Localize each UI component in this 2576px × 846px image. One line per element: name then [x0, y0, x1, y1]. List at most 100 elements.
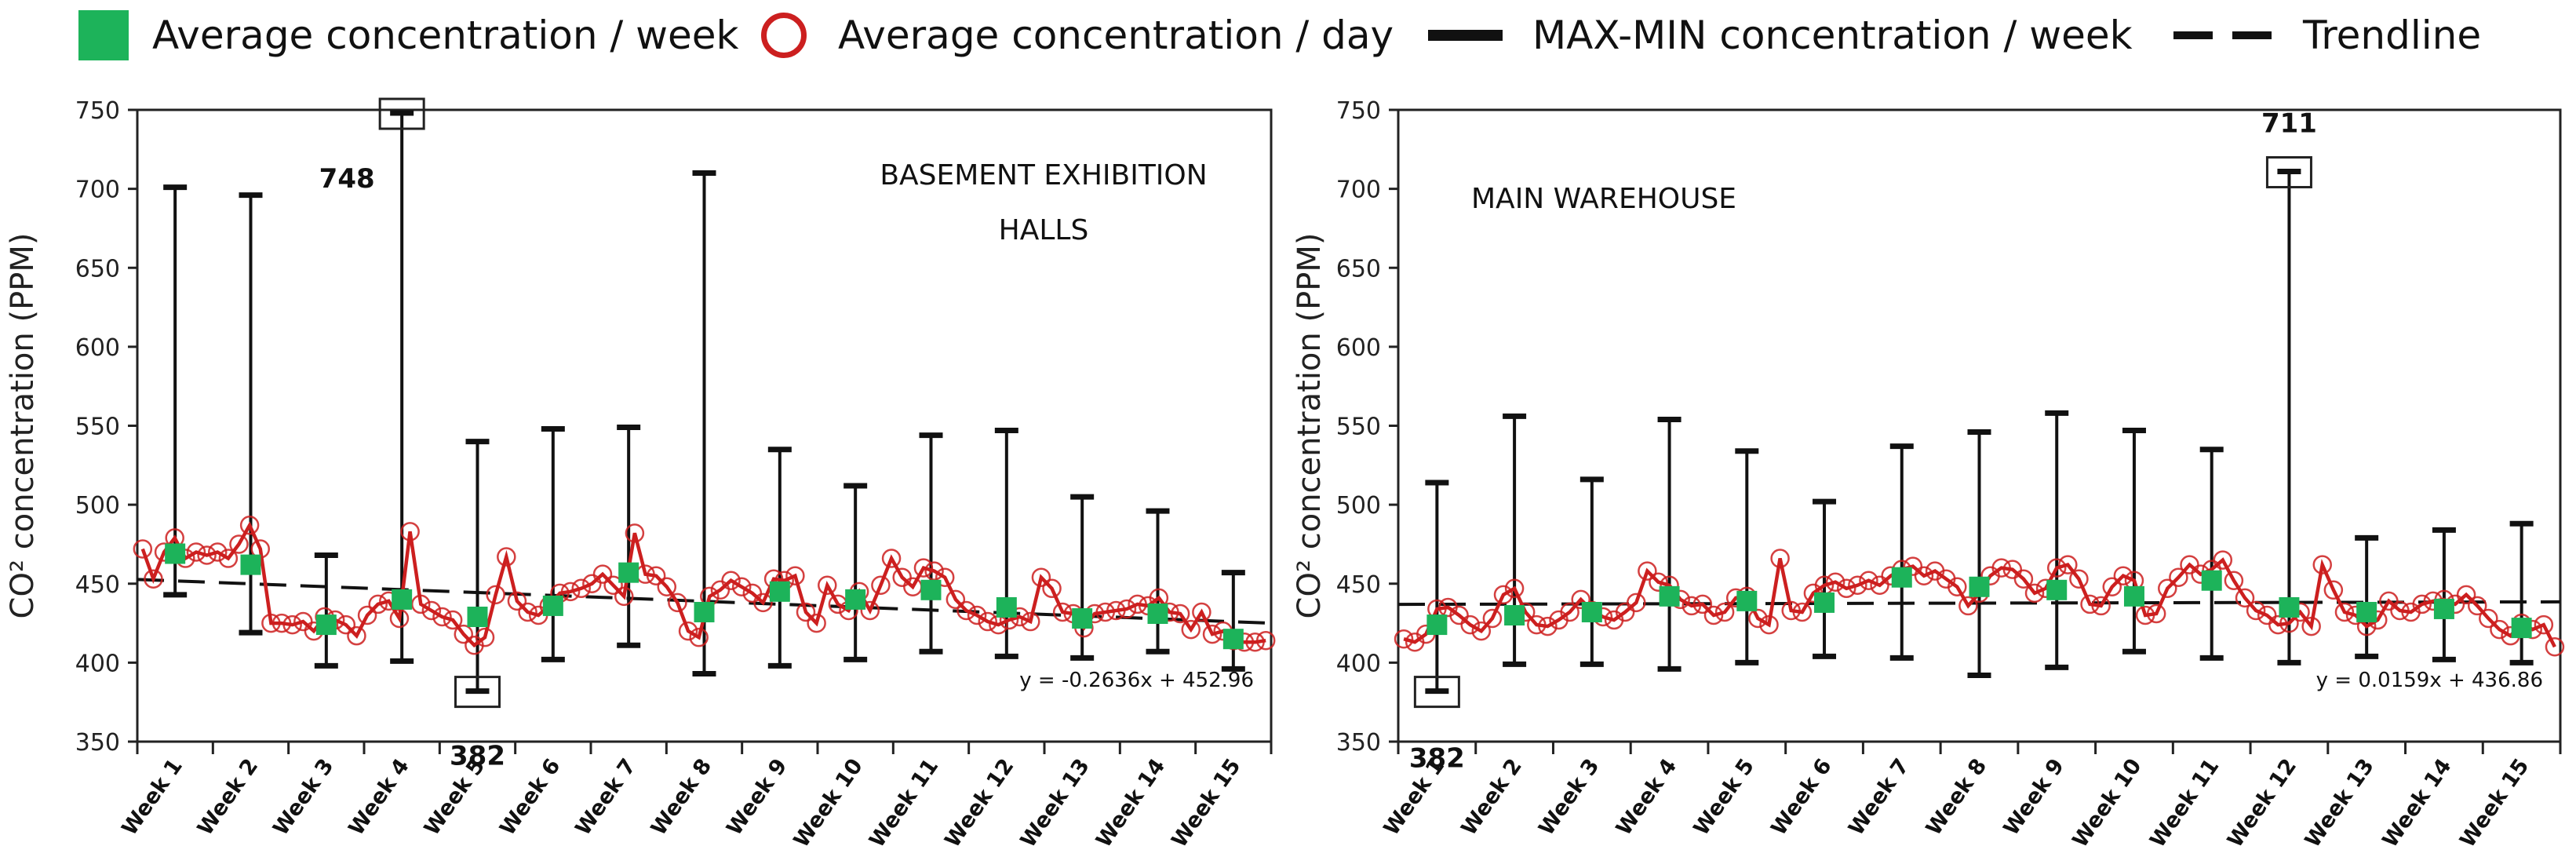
c1-annotation-max: 711	[2261, 108, 2317, 139]
c0-weekly-avg-marker	[392, 589, 413, 610]
c0-x-tick-label: Week 1	[117, 754, 187, 840]
c0-daily-avg-point	[967, 605, 987, 625]
c1-weekly-avg-marker	[2356, 601, 2377, 622]
c0-x-tick-label: Week 14	[1091, 754, 1170, 846]
c0-daily-avg-point	[1192, 602, 1211, 622]
c1-daily-avg-point	[2456, 585, 2476, 605]
c0-x-tick-label: Week 11	[865, 754, 943, 846]
green-square-icon	[78, 10, 129, 60]
c1-weekly-avg-marker	[1969, 576, 1990, 597]
c0-annotation-max: 748	[319, 163, 375, 195]
c0-daily-avg-point	[1052, 602, 1073, 622]
c0-y-tick-label: 450	[75, 571, 120, 599]
c0-daily-avg-point	[560, 582, 581, 602]
c1-weekly-avg-marker	[2433, 598, 2454, 619]
c1-daily-avg-point	[2002, 560, 2023, 579]
c0-daily-avg-point	[710, 580, 731, 600]
c0-daily-avg-point	[144, 569, 163, 589]
c1-annotation-box	[1413, 676, 1460, 709]
c1-daily-avg-point	[2102, 577, 2122, 597]
c0-daily-avg-point	[1245, 632, 1265, 652]
c0-daily-avg-point	[239, 516, 260, 535]
c0-weekly-avg-marker	[694, 601, 715, 622]
c1-daily-avg-point	[2180, 555, 2199, 574]
c0-daily-avg-point	[646, 566, 666, 585]
c0-y-tick-label: 350	[75, 729, 120, 757]
c1-daily-avg-point	[2224, 571, 2244, 590]
dashed-line-icon	[2173, 31, 2272, 39]
c1-daily-avg-point	[1914, 566, 1934, 585]
c0-chart-title-line: BASEMENT EXHIBITION	[880, 159, 1207, 191]
c1-daily-avg-point	[2467, 596, 2487, 616]
c0-weekly-avg-marker	[542, 595, 563, 616]
c0-daily-avg-point	[1106, 600, 1126, 621]
c0-daily-avg-point	[924, 561, 944, 581]
c1-weekly-avg-marker	[2201, 570, 2222, 591]
c1-weekly-avg-marker	[1891, 567, 1912, 588]
c0-daily-avg-point	[133, 539, 153, 559]
c0-y-tick-label: 500	[75, 492, 120, 520]
legend-item-day-avg: Average concentration / day	[761, 8, 1394, 63]
c1-daily-avg-point	[2268, 614, 2288, 635]
c0-daily-avg-point	[271, 613, 292, 633]
c0-daily-avg-point	[1128, 594, 1147, 614]
c0-y-tick-label: 600	[75, 334, 120, 362]
c1-x-tick-label: Week 4	[1612, 754, 1682, 840]
c1-weekly-avg-marker	[1659, 585, 1680, 607]
c1-daily-avg-point	[1792, 602, 1813, 622]
c1-x-tick-label: Week 7	[1844, 754, 1914, 840]
c1-daily-avg-point	[2135, 605, 2155, 625]
c1-y-tick-label: 500	[1336, 492, 1381, 520]
c0-daily-avg-point	[421, 600, 442, 621]
c1-daily-avg-point	[2158, 578, 2177, 599]
c0-x-tick-label: Week 3	[268, 754, 338, 840]
c0-x-tick-label: Week 7	[570, 754, 640, 840]
c1-daily-avg-point	[1482, 608, 1503, 629]
c0-daily-avg-point	[571, 578, 591, 599]
c1-y-tick-label: 550	[1336, 414, 1381, 441]
c0-y-tick-label: 550	[75, 414, 120, 441]
c1-daily-avg-point	[1903, 556, 1923, 576]
c1-daily-avg-point	[2534, 614, 2554, 635]
c1-trend-equation: y = 0.0159x + 436.86	[2316, 669, 2543, 692]
c0-daily-avg-point	[657, 577, 677, 597]
c1-weekly-avg-marker	[2511, 618, 2532, 639]
c0-x-tick-label: Week 8	[647, 754, 716, 840]
c1-daily-avg-point	[2312, 555, 2332, 574]
c1-weekly-avg-marker	[2123, 585, 2144, 607]
c0-daily-avg-point	[197, 545, 217, 565]
c0-annotation-box	[378, 97, 425, 130]
c1-daily-avg-point	[2390, 600, 2410, 621]
c1-daily-avg-point	[1538, 616, 1558, 636]
c1-chart-title-line: MAIN WAREHOUSE	[1471, 183, 1736, 215]
c1-daily-avg-point	[1870, 575, 1889, 596]
c1-daily-avg-point	[2246, 600, 2266, 621]
c1-daily-avg-point	[1859, 571, 1878, 590]
c0-daily-avg-point	[218, 549, 239, 568]
c0-weekly-avg-marker	[920, 579, 942, 600]
c1-daily-avg-point	[1460, 614, 1480, 635]
c1-y-tick-label: 450	[1336, 571, 1381, 599]
c1-weekly-avg-marker	[1426, 614, 1448, 636]
c0-y-tick-label: 400	[75, 650, 120, 677]
c1-x-tick-label: Week 13	[2301, 754, 2379, 846]
c0-daily-avg-point	[454, 624, 474, 644]
c1-y-tick-label: 650	[1336, 255, 1381, 283]
c1-daily-avg-point	[2412, 594, 2432, 614]
c1-daily-avg-point	[1848, 575, 1867, 596]
legend-label-week-avg: Average concentration / week	[152, 13, 739, 58]
legend-label-trend: Trendline	[2303, 13, 2482, 58]
c0-daily-avg-point	[1202, 624, 1222, 644]
c0-daily-avg-point	[1255, 630, 1276, 651]
c0-daily-avg-point	[368, 594, 388, 614]
c0-daily-avg-point	[389, 608, 410, 629]
c1-daily-avg-point	[1560, 602, 1579, 622]
c0-daily-avg-point	[935, 567, 955, 587]
c1-daily-avg-point	[2301, 616, 2321, 636]
c0-daily-avg-point	[871, 575, 891, 596]
c0-daily-avg-point	[678, 621, 698, 641]
c1-y-tick-label: 750	[1336, 97, 1381, 125]
legend-item-trend: Trendline	[2173, 8, 2481, 63]
c0-daily-avg-point	[293, 611, 313, 632]
c1-x-tick-label: Week 15	[2455, 754, 2534, 846]
